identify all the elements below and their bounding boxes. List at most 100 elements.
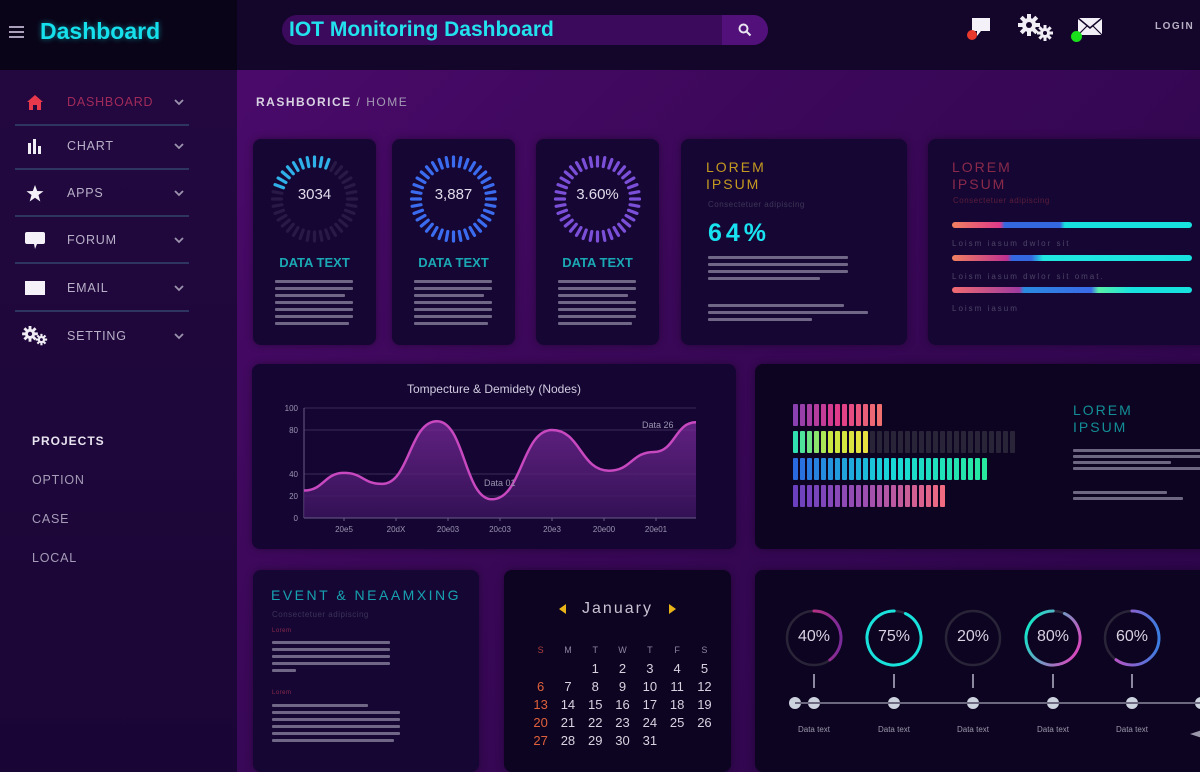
calendar-empty-cell <box>527 660 554 677</box>
calendar-day[interactable]: 26 <box>697 715 712 730</box>
settings-button[interactable] <box>1018 14 1054 42</box>
gauge-value: 3.60% <box>576 186 619 203</box>
equalizer-description-2 <box>1073 491 1183 500</box>
progress-title: LOREM IPSUM <box>952 159 1012 193</box>
kpi-title-line1: LOREM <box>706 159 766 175</box>
progress-caption-3: Loism iasum <box>952 304 1019 313</box>
calendar-day[interactable]: 10 <box>642 679 658 694</box>
gears-icon <box>1018 14 1053 41</box>
calendar-day[interactable]: 21 <box>560 715 576 730</box>
sidebar-item-forum[interactable]: FORUM <box>15 218 189 264</box>
chevron-down-icon <box>174 333 184 340</box>
project-item-case[interactable]: CASE <box>32 512 70 526</box>
prev-month-arrow-icon[interactable] <box>559 604 567 614</box>
calendar-day[interactable]: 19 <box>697 697 712 712</box>
calendar-day[interactable]: 3 <box>646 661 654 676</box>
search-input[interactable] <box>282 15 722 45</box>
calendar-day[interactable]: 2 <box>618 661 627 676</box>
sidebar-item-chart[interactable]: CHART <box>15 124 189 170</box>
sidebar-item-setting[interactable]: SETTING <box>15 313 189 359</box>
mail-notification-dot <box>1071 31 1082 42</box>
calendar-day[interactable]: 9 <box>618 679 627 694</box>
svg-text:20e00: 20e00 <box>593 525 616 534</box>
calendar-day[interactable]: 20 <box>533 715 548 730</box>
event-tag-2: Lorem <box>272 690 292 696</box>
calendar-day[interactable]: 8 <box>591 679 599 694</box>
scroll-left-arrow-icon[interactable] <box>1190 728 1200 740</box>
sidebar-item-label: SETTING <box>67 329 127 343</box>
project-item-local[interactable]: LOCAL <box>32 551 77 565</box>
progress-caption-1: Loism iasum dwlor sit <box>952 239 1071 248</box>
search-button[interactable] <box>722 15 768 45</box>
calendar-day[interactable]: 17 <box>642 697 658 712</box>
calendar-day[interactable]: 14 <box>560 697 576 712</box>
timeline-card: 40% Data text 75% Data text 20% Data text 80% D… <box>755 570 1200 772</box>
chat-button[interactable] <box>967 16 993 40</box>
svg-text:Data 26: Data 26 <box>642 420 674 430</box>
gears-icon <box>15 326 55 346</box>
calendar-card: January S M T W T F S 1 2 3 4 5 6 7 8 9 10 11 12 13 14 15 16 17… <box>504 570 731 772</box>
gauge-value: 3034 <box>297 186 332 203</box>
calendar-day[interactable]: 7 <box>564 679 572 694</box>
equalizer-title-line2: IPSUM <box>1073 419 1128 435</box>
timeline-label: Data text <box>956 725 989 734</box>
progress-title-line1: LOREM <box>952 159 1012 175</box>
calendar-day[interactable]: 30 <box>615 733 630 748</box>
projects-heading: PROJECTS <box>32 434 105 448</box>
sidebar-item-apps[interactable]: APPS <box>15 171 189 217</box>
calendar-month: January <box>582 600 653 617</box>
bar-chart-icon <box>15 138 55 154</box>
calendar-day[interactable]: 12 <box>697 679 712 694</box>
sidebar-item-email[interactable]: EMAIL <box>15 266 189 312</box>
calendar-day[interactable]: 16 <box>615 697 630 712</box>
hamburger-menu-icon[interactable] <box>9 26 24 38</box>
equalizer-title: LOREM IPSUM <box>1073 402 1133 436</box>
calendar-header: January <box>504 600 731 618</box>
weekday-label: S <box>701 645 708 655</box>
calendar-day[interactable]: 1 <box>591 661 599 676</box>
timeline-label: Data text <box>877 725 910 734</box>
calendar-day[interactable]: 15 <box>588 697 603 712</box>
calendar-day[interactable]: 4 <box>673 661 681 676</box>
equalizer-title-line1: LOREM <box>1073 402 1133 418</box>
calendar-day[interactable]: 22 <box>588 715 603 730</box>
calendar-day[interactable]: 24 <box>642 715 658 730</box>
weekday-label: S <box>537 645 544 655</box>
mail-button[interactable] <box>1071 17 1103 42</box>
login-link[interactable]: LOGIN <box>1155 21 1195 32</box>
calendar-day[interactable]: 18 <box>669 697 685 712</box>
ring-value: 20% <box>956 628 990 645</box>
envelope-icon <box>15 281 55 295</box>
chevron-down-icon <box>174 237 184 244</box>
weekday-label: M <box>564 645 572 655</box>
project-item-option[interactable]: OPTION <box>32 473 85 487</box>
calendar-day[interactable]: 13 <box>533 697 548 712</box>
kpi-card: LOREM IPSUM Consectetuer adipiscing 64% <box>681 139 907 345</box>
next-month-arrow-icon[interactable] <box>668 604 676 614</box>
progress-subtitle: Consectetuer adipiscing <box>953 196 1050 205</box>
calendar-day[interactable]: 5 <box>700 661 709 676</box>
event-description-2 <box>272 704 400 742</box>
progress-bar-2 <box>952 255 1192 261</box>
svg-text:20e5: 20e5 <box>335 525 353 534</box>
sidebar-item-dashboard[interactable]: DASHBOARD <box>15 80 189 126</box>
chevron-down-icon <box>174 190 184 197</box>
gauge-title: DATA TEXT <box>562 255 633 270</box>
event-description-1 <box>272 641 390 672</box>
equalizer-row <box>793 404 882 426</box>
calendar-day[interactable]: 31 <box>642 733 658 748</box>
breadcrumb-root[interactable]: RASHBORICE <box>256 95 352 109</box>
ring-value: 80% <box>1036 628 1070 645</box>
calendar-day[interactable]: 27 <box>533 733 548 748</box>
calendar-day[interactable]: 11 <box>670 679 684 694</box>
calendar-day[interactable]: 29 <box>588 733 603 748</box>
calendar-day[interactable]: 23 <box>615 715 630 730</box>
progress-ring: 80% <box>1023 608 1083 668</box>
gauge-description <box>414 280 492 325</box>
gauge-title: DATA TEXT <box>279 255 350 270</box>
svg-text:20e03: 20e03 <box>437 525 460 534</box>
event-card: EVENT & NEAAMXING Consectetuer adipiscin… <box>253 570 479 772</box>
calendar-day[interactable]: 6 <box>537 679 545 694</box>
calendar-day[interactable]: 28 <box>560 733 576 748</box>
calendar-day[interactable]: 25 <box>669 715 685 730</box>
